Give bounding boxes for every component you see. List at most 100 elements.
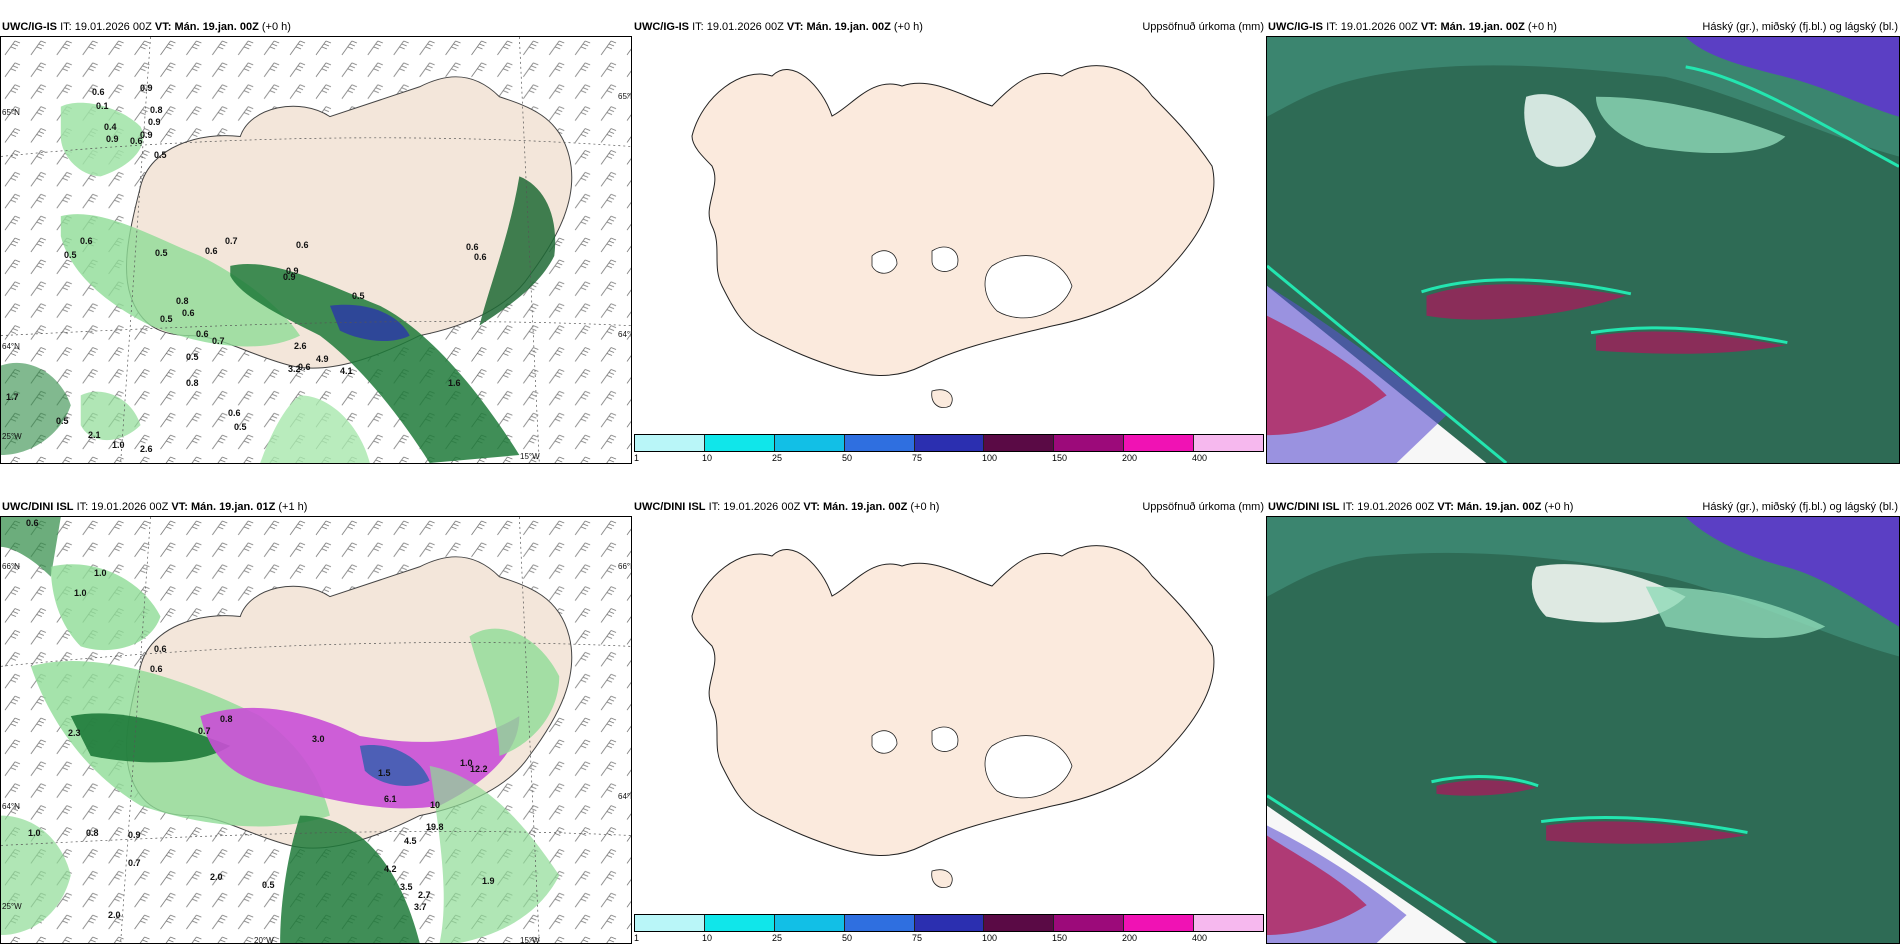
panel-field-label: Uppsöfnuð úrkoma (mm) [1142,501,1264,513]
precip-label: 1.6 [448,378,461,388]
colorbar-segment [984,435,1055,451]
precip-label: 4.5 [404,836,417,846]
grid-label: 64°N [2,802,20,811]
precip-label: 4.9 [316,354,329,364]
map-area [0,516,632,944]
precip-label: 12.2 [470,764,488,774]
colorbar-segment [774,435,845,451]
map-area [632,36,1266,436]
grid-label: 66°N [2,562,20,571]
colorbar-tick: 200 [1122,453,1138,463]
panel-dini-accum-precip: UWC/DINI ISL IT: 19.01.2026 00Z VT: Mán.… [632,492,1266,944]
precip-label: 6.1 [384,794,397,804]
precip-label: 0.6 [196,329,209,339]
colorbar-tick: 1 [634,453,640,463]
precip-colorbar [634,434,1264,452]
colorbar-tick: 75 [912,933,923,943]
precip-label: 0.8 [186,378,199,388]
precip-label: 0.8 [86,828,99,838]
precip-label: 0.6 [80,236,93,246]
precip-label: 2.3 [68,728,81,738]
precip-label: 2.1 [88,430,101,440]
panel-ig-is-precip-wind: UWC/IG-IS IT: 19.01.2026 00Z VT: Mán. 19… [0,12,636,464]
panel-title: UWC/DINI ISL IT: 19.01.2026 00Z VT: Mán.… [634,501,940,513]
panel-field-label: Uppsöfnuð úrkoma (mm) [1142,21,1264,33]
precip-label: 0.9 [140,130,153,140]
precip-label: 3.7 [414,902,427,912]
cloud-cover-map [1267,37,1899,463]
colorbar-ticks: 1 10 25 50 75 100 150 200 400 [634,933,1264,945]
iceland-land [691,65,1215,376]
colorbar-segment [984,915,1055,931]
precip-label: 0.7 [198,726,211,736]
colorbar-segment [1124,915,1195,931]
precip-label: 0.6 [92,87,105,97]
precip-label: 0.4 [104,122,117,132]
panel-ig-is-clouds: UWC/IG-IS IT: 19.01.2026 00Z VT: Mán. 19… [1266,12,1900,464]
grid-label: 66°N [618,562,636,571]
precip-label: 3.5 [400,882,413,892]
precip-label: 4.1 [340,366,353,376]
grid-label: 64°N [2,342,20,351]
colorbar-segment [914,915,985,931]
colorbar-tick: 50 [842,933,853,943]
precip-label: 0.5 [352,291,365,301]
colorbar-segment [1194,915,1264,931]
precip-label: 1.0 [94,568,107,578]
grid-label: 15°W [520,936,540,945]
colorbar-tick: 10 [702,453,713,463]
precip-label: 0.6 [296,240,309,250]
panel-title: UWC/DINI ISL IT: 19.01.2026 00Z VT: Mán.… [1268,501,1574,513]
colorbar-segment [774,915,845,931]
accum-precip-map [632,36,1266,436]
grid-label: 25°W [2,902,22,911]
precip-label: 0.5 [262,880,275,890]
panel-field-label: Háský (gr.), miðský (fj.bl.) og lágský (… [1702,501,1898,513]
colorbar-segment [914,435,985,451]
precip-label: 0.5 [64,250,77,260]
colorbar-tick: 100 [982,933,998,943]
precip-label: 0.6 [474,252,487,262]
precip-label: 0.5 [155,248,168,258]
precip-label: 0.7 [212,336,225,346]
precip-label: 2.0 [108,910,121,920]
colorbar-ticks: 1 10 25 50 75 100 150 200 400 [634,453,1264,465]
colorbar-segment [635,915,705,931]
colorbar-segment [1054,915,1125,931]
accum-precip-map [632,516,1266,916]
colorbar-segment [704,435,775,451]
grid-label: 65°N [618,92,636,101]
precip-label: 0.9 [286,266,299,276]
precip-label: 10 [430,800,441,810]
colorbar-segment [1124,435,1195,451]
colorbar-tick: 50 [842,453,853,463]
precip-label: 19.8 [426,822,444,832]
colorbar-tick: 100 [982,453,998,463]
precip-label: 1.7 [6,392,19,402]
precip-label: 0.5 [234,422,247,432]
panel-title: UWC/IG-IS IT: 19.01.2026 00Z VT: Mán. 19… [1268,21,1557,33]
colorbar-tick: 400 [1192,933,1208,943]
colorbar-tick: 25 [772,933,783,943]
colorbar-segment [844,435,915,451]
precip-label: 0.9 [140,83,153,93]
precip-label: 2.0 [210,872,223,882]
panel-dini-precip-wind: UWC/DINI ISL IT: 19.01.2026 00Z VT: Mán.… [0,492,636,945]
map-area [1266,36,1900,464]
map-area [1266,516,1900,944]
precip-label: 0.5 [56,416,69,426]
precip-label: 4.2 [384,864,397,874]
precip-label: 0.7 [225,236,238,246]
precip-label: 0.6 [150,664,163,674]
precip-label: 0.6 [205,246,218,256]
colorbar-tick: 150 [1052,453,1068,463]
colorbar-segment [1194,435,1264,451]
colorbar-segment [704,915,775,931]
precip-label: 1.5 [378,768,391,778]
precip-label: 0.6 [130,136,143,146]
precip-label: 0.9 [283,272,296,282]
precip-label: 0.6 [298,362,311,372]
panel-field-label: Háský (gr.), miðský (fj.bl.) og lágský (… [1702,21,1898,33]
precip-label: 0.5 [154,150,167,160]
panel-title: UWC/IG-IS IT: 19.01.2026 00Z VT: Mán. 19… [634,21,923,33]
